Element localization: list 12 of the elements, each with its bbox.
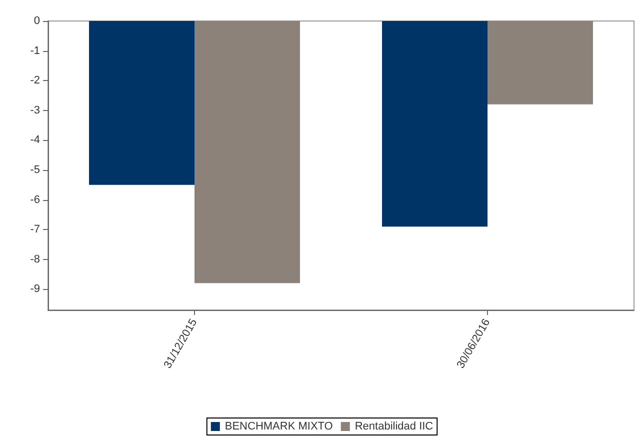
y-tick-label: -1 — [30, 44, 40, 57]
y-tick-label: -9 — [30, 283, 40, 296]
legend-label: Rentabilidad IIC — [354, 420, 434, 432]
y-tick-label: -3 — [30, 104, 40, 116]
y-tick-label: -7 — [30, 224, 40, 236]
y-tick-label: -2 — [30, 74, 40, 87]
y-tick-label: -5 — [30, 164, 40, 176]
y-tick-label: 0 — [34, 15, 40, 27]
y-tick-label: -6 — [30, 194, 40, 206]
y-tick-label: -8 — [30, 253, 40, 266]
y-tick-label: -4 — [30, 134, 40, 146]
legend-label: BENCHMARK MIXTO — [224, 420, 334, 432]
